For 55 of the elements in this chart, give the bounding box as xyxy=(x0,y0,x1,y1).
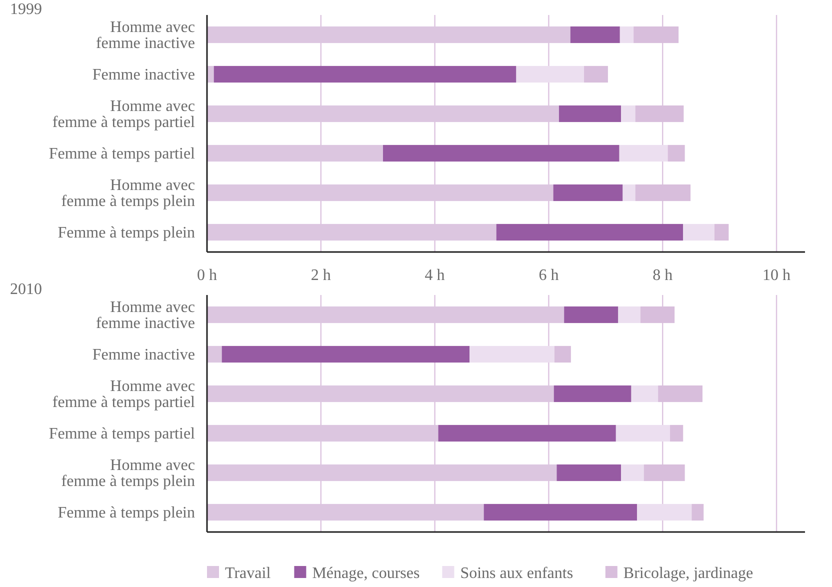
y-tick-label: Femme à temps plein xyxy=(58,224,195,242)
bar xyxy=(382,144,620,162)
bar xyxy=(584,66,608,83)
bar xyxy=(636,504,692,521)
x-tick-label: 0 h xyxy=(197,267,217,284)
bar xyxy=(516,66,584,83)
bar xyxy=(214,66,516,83)
y-tick-label: Homme avec femme inactive xyxy=(96,298,195,332)
bar xyxy=(222,346,470,363)
bar xyxy=(668,144,685,162)
bar xyxy=(496,224,684,241)
bar xyxy=(618,306,640,324)
legend-label: Bricolage, jardinage xyxy=(623,565,754,582)
bar xyxy=(621,105,636,122)
y-tick-label: Homme avec femme à temps plein xyxy=(61,176,195,210)
bar xyxy=(564,306,618,324)
bar xyxy=(692,504,704,521)
bar xyxy=(553,184,623,202)
y-tick-label: Femme à temps partiel xyxy=(48,145,196,162)
y-tick-label: Homme avec femme à temps partiel xyxy=(52,98,196,131)
y-tick-label: Femme à temps partiel xyxy=(48,425,196,442)
y-tick-label: Femme à temps plein xyxy=(58,504,195,522)
text: 2010 xyxy=(10,281,42,298)
x-tick-label: 2 h xyxy=(310,267,331,284)
bar xyxy=(554,385,632,402)
x-tick-label: 6 h xyxy=(538,267,559,284)
bar xyxy=(570,26,620,44)
bar xyxy=(683,224,714,241)
bar xyxy=(558,105,622,122)
y-tick-label: Homme avec femme inactive xyxy=(96,18,195,52)
x-tick-label: 8 h xyxy=(652,267,673,284)
y-tick-label: Homme avec femme à temps plein xyxy=(61,456,195,490)
bar xyxy=(631,385,658,402)
text: 1999 xyxy=(10,1,42,18)
legend-label: Soins aux enfants xyxy=(460,565,574,582)
bar xyxy=(670,424,684,442)
bar xyxy=(554,346,571,363)
bar xyxy=(484,504,637,521)
bar xyxy=(438,424,616,442)
bar xyxy=(714,224,729,241)
bar xyxy=(619,144,668,162)
bar xyxy=(556,464,622,482)
legend-label: Ménage, courses xyxy=(312,565,420,582)
y-tick-label: Femme inactive xyxy=(92,66,195,84)
bar xyxy=(470,346,554,363)
bar xyxy=(616,424,670,442)
legend-label: Travail xyxy=(225,565,272,582)
x-tick-label: 10 h xyxy=(762,267,791,284)
y-tick-label: Homme avec femme à temps partiel xyxy=(52,378,196,411)
bar xyxy=(621,464,644,482)
bar xyxy=(620,26,634,44)
bar xyxy=(622,184,636,202)
bar xyxy=(207,346,222,363)
y-tick-label: Femme inactive xyxy=(92,346,195,364)
x-tick-label: 4 h xyxy=(424,267,445,284)
